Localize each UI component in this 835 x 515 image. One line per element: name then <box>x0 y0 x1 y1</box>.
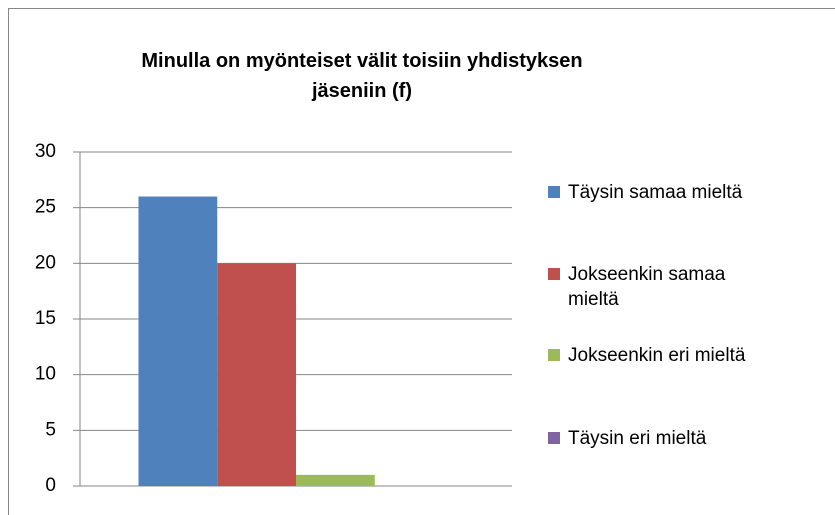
legend-item: Jokseenkin eri mieltä <box>548 343 763 368</box>
bar <box>138 196 218 487</box>
y-tick-label: 25 <box>35 197 56 218</box>
y-tick-label: 20 <box>35 252 56 273</box>
chart-frame <box>8 8 835 515</box>
legend-label: Täysin samaa mieltä <box>568 182 743 203</box>
legend-label: Täysin eri mieltä <box>568 428 707 449</box>
legend-swatch <box>548 349 560 361</box>
legend-item: Jokseenkin samaa mieltä <box>548 262 763 312</box>
legend-label: Jokseenkin eri mieltä <box>568 345 746 366</box>
legend-swatch <box>548 432 560 444</box>
chart-title: Minulla on myönteiset välit toisiin yhdi… <box>141 50 583 102</box>
y-tick-label: 10 <box>35 364 56 385</box>
legend-item: Täysin eri mieltä <box>548 426 763 451</box>
legend-item: Täysin samaa mieltä <box>548 180 763 205</box>
y-tick-label: 30 <box>35 141 56 162</box>
legend-swatch <box>548 186 560 198</box>
bar <box>217 263 296 486</box>
bar <box>296 474 375 486</box>
y-tick-label: 5 <box>45 419 56 440</box>
y-tick-label: 0 <box>45 475 56 496</box>
y-tick-label: 15 <box>35 308 56 329</box>
legend-swatch <box>548 268 560 280</box>
legend-label: Jokseenkin samaa mieltä <box>568 264 726 310</box>
